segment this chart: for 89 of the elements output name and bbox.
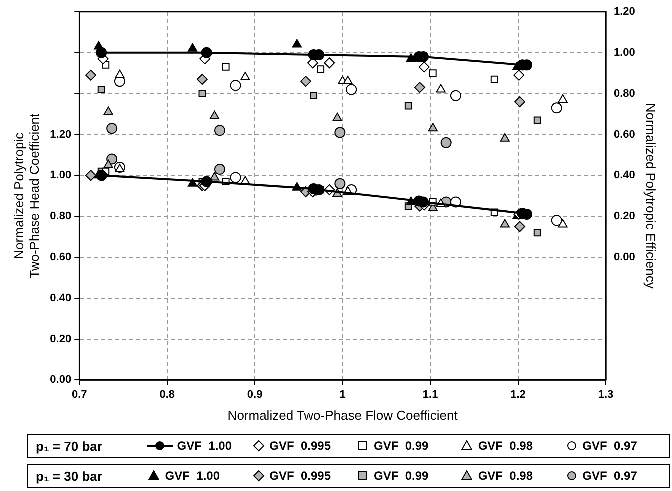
point — [230, 172, 242, 184]
point — [334, 127, 346, 138]
legend-label: GVF_1.00 — [177, 439, 232, 453]
y2-tick-label: 1.00 — [614, 46, 636, 59]
point — [436, 84, 446, 93]
y-tick-label: 1.00 — [50, 170, 72, 182]
point — [230, 80, 242, 92]
x-axis-title: Normalized Two-Phase Flow Coefficient — [228, 408, 458, 423]
point — [429, 70, 437, 78]
point — [551, 102, 562, 114]
y-tick-label: 1.20 — [50, 128, 72, 141]
point — [440, 137, 452, 148]
x-tick-label: 1 — [340, 388, 346, 401]
point — [514, 70, 525, 81]
y2-tick-label: 0.40 — [614, 170, 636, 182]
text: p₁ = 70 bar — [36, 438, 104, 454]
legend-label: GVF_1.00 — [165, 469, 220, 483]
point — [300, 76, 312, 88]
legend-label: GVF_0.99 — [374, 469, 429, 483]
x-tick-label: 0.8 — [160, 388, 175, 401]
y-tick-label: 0.80 — [50, 210, 72, 223]
point — [490, 76, 498, 84]
point — [310, 92, 318, 100]
y2-tick-label: 0.80 — [614, 88, 636, 100]
point — [98, 86, 106, 94]
point — [414, 82, 426, 94]
point — [450, 90, 462, 102]
x-tick-label: 0.9 — [247, 388, 263, 401]
point — [214, 125, 226, 136]
y2-tick-label: 0.00 — [614, 252, 636, 264]
point — [106, 123, 118, 134]
point — [201, 176, 212, 188]
point — [332, 112, 342, 122]
legend-label: GVF_0.98 — [478, 439, 534, 453]
point — [201, 47, 212, 58]
point — [346, 84, 358, 96]
legend-label: GVF_0.995 — [270, 469, 332, 483]
point — [514, 96, 526, 108]
x-tick-label: 1.2 — [510, 388, 526, 401]
text: p₁ = 30 bar — [36, 468, 104, 484]
point — [196, 74, 208, 86]
point — [534, 229, 542, 237]
point — [104, 106, 114, 116]
y-tick-label: 0.60 — [50, 252, 72, 264]
y-tick-label: 0.00 — [50, 374, 72, 386]
point — [214, 164, 226, 176]
point — [222, 64, 230, 71]
point — [500, 219, 510, 228]
point — [86, 70, 97, 81]
point — [334, 178, 346, 190]
point — [86, 170, 97, 182]
point — [324, 58, 336, 69]
point — [210, 172, 220, 181]
y2-axis-title: Normalized Polytropic Efficiency — [644, 103, 659, 290]
point — [240, 72, 250, 80]
point — [551, 215, 562, 226]
point — [418, 62, 430, 73]
point — [558, 94, 568, 103]
y-tick-label: 0.20 — [50, 333, 72, 346]
x-tick-label: 1.3 — [598, 388, 614, 401]
point — [96, 47, 108, 58]
point — [500, 133, 510, 142]
x-tick-label: 1.1 — [422, 388, 438, 401]
legend-label: GVF_0.97 — [582, 469, 638, 483]
y2-tick-label: 1.20 — [614, 6, 636, 18]
y2-tick-label: 0.60 — [614, 128, 636, 141]
point — [292, 39, 302, 48]
point — [198, 90, 206, 98]
y-tick-label: 0.40 — [50, 292, 72, 304]
point — [428, 123, 438, 132]
point — [115, 164, 125, 173]
point — [514, 221, 526, 232]
point — [534, 116, 542, 124]
point — [404, 102, 412, 110]
y-axis-title: Normalized Polytropic Two-Phase Head Coefficient — [11, 113, 42, 278]
point — [104, 160, 114, 168]
point — [210, 110, 220, 120]
point — [317, 66, 325, 73]
y2-tick-label: 0.20 — [614, 210, 636, 223]
point — [558, 219, 568, 228]
point — [188, 43, 198, 52]
legend-label: GVF_0.97 — [582, 439, 638, 453]
legend-label: GVF_0.995 — [270, 439, 332, 453]
point — [115, 70, 125, 78]
point — [188, 178, 198, 187]
point — [343, 76, 353, 85]
x-tick-label: 0.7 — [72, 388, 88, 401]
legend-label: GVF_0.99 — [374, 439, 429, 453]
legend-label: GVF_0.98 — [478, 469, 534, 483]
